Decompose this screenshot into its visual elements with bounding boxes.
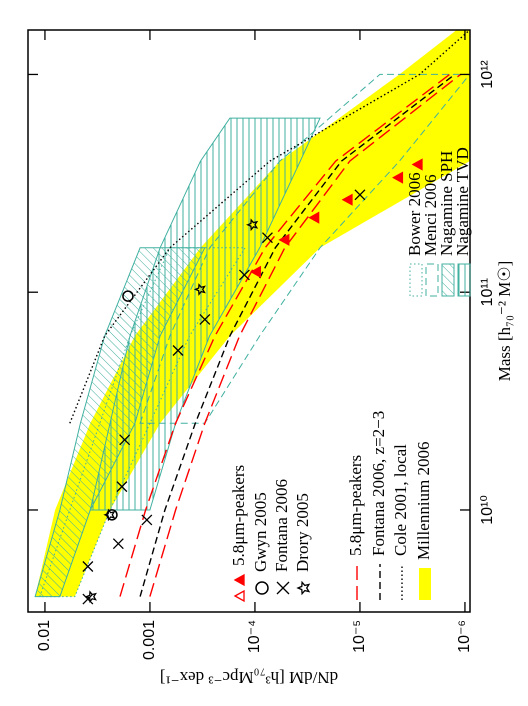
marker	[238, 269, 250, 281]
marker	[341, 193, 353, 206]
marker	[193, 283, 206, 296]
marker	[199, 313, 211, 325]
legend-label: Nagamine SPH	[437, 151, 456, 256]
marker	[278, 233, 290, 246]
marker	[276, 581, 290, 595]
rotated-plot: Mass [h₇₀⁻² M☉] dN/dM [h³₇₀Mpc⁻³ dex⁻¹] …	[27, 29, 514, 687]
legend-label: Millennium 2006	[414, 441, 433, 560]
legend-label: 5.8μm-peakers	[346, 455, 365, 556]
marker	[308, 211, 320, 224]
y-tick-label: 10⁻⁵	[351, 620, 368, 653]
marker	[119, 434, 131, 446]
legend-marker	[233, 589, 245, 603]
data-layer	[34, 30, 470, 605]
legend-label: Cole 2001, local	[391, 444, 410, 556]
legend-label: Gwyn 2005	[251, 492, 270, 572]
y-tick-label: 10⁻⁶	[456, 620, 473, 653]
x-tick-label: 10¹⁰	[479, 495, 496, 525]
marker	[103, 508, 116, 522]
line	[119, 73, 451, 597]
marker	[411, 158, 423, 171]
y-tick-label: 10⁻⁴	[246, 620, 263, 653]
marker	[122, 290, 134, 302]
line	[69, 30, 470, 424]
marker	[112, 538, 124, 550]
legend-label: Drory 2005	[293, 493, 312, 572]
marker	[255, 581, 269, 595]
legend-swatch	[419, 568, 431, 600]
legend-label: Bower 2006	[405, 172, 424, 256]
legend-swatch	[409, 263, 423, 297]
legend-label: 5.8μm-peakers	[229, 465, 248, 566]
marker	[106, 509, 118, 521]
marker	[245, 218, 259, 232]
marker	[82, 561, 94, 572]
band	[35, 30, 470, 597]
x-tick-label: 10¹¹	[479, 278, 496, 306]
marker	[116, 481, 128, 493]
legend-label: Fontana 2006, z=2−3	[369, 411, 388, 556]
x-axis-label: Mass [h₇₀⁻² M☉]	[495, 261, 514, 382]
marker	[172, 345, 184, 356]
marker	[296, 580, 311, 596]
y-axis-label: dN/dM [h³₇₀Mpc⁻³ dex⁻¹]	[160, 668, 338, 687]
marker	[261, 232, 273, 244]
legend-marker	[233, 573, 245, 587]
y-tick-label: 0.001	[141, 620, 158, 660]
legend-label: Nagamine TVD	[453, 147, 472, 256]
marker	[249, 265, 261, 278]
line	[149, 73, 462, 597]
legend-label: Menci 2006	[421, 174, 440, 256]
legend-swatch	[441, 263, 455, 297]
marker	[82, 593, 94, 605]
marker	[141, 514, 153, 526]
x-tick-label: 10¹²	[479, 60, 496, 89]
marker	[392, 171, 404, 184]
legend-swatch	[457, 263, 471, 297]
y-tick-label: 0.01	[36, 620, 53, 651]
plot-frame	[27, 29, 471, 613]
marker	[84, 590, 97, 604]
legend-label: Fontana 2006	[272, 479, 291, 572]
legend-swatch	[425, 263, 439, 297]
line	[139, 73, 456, 597]
marker	[354, 189, 366, 201]
